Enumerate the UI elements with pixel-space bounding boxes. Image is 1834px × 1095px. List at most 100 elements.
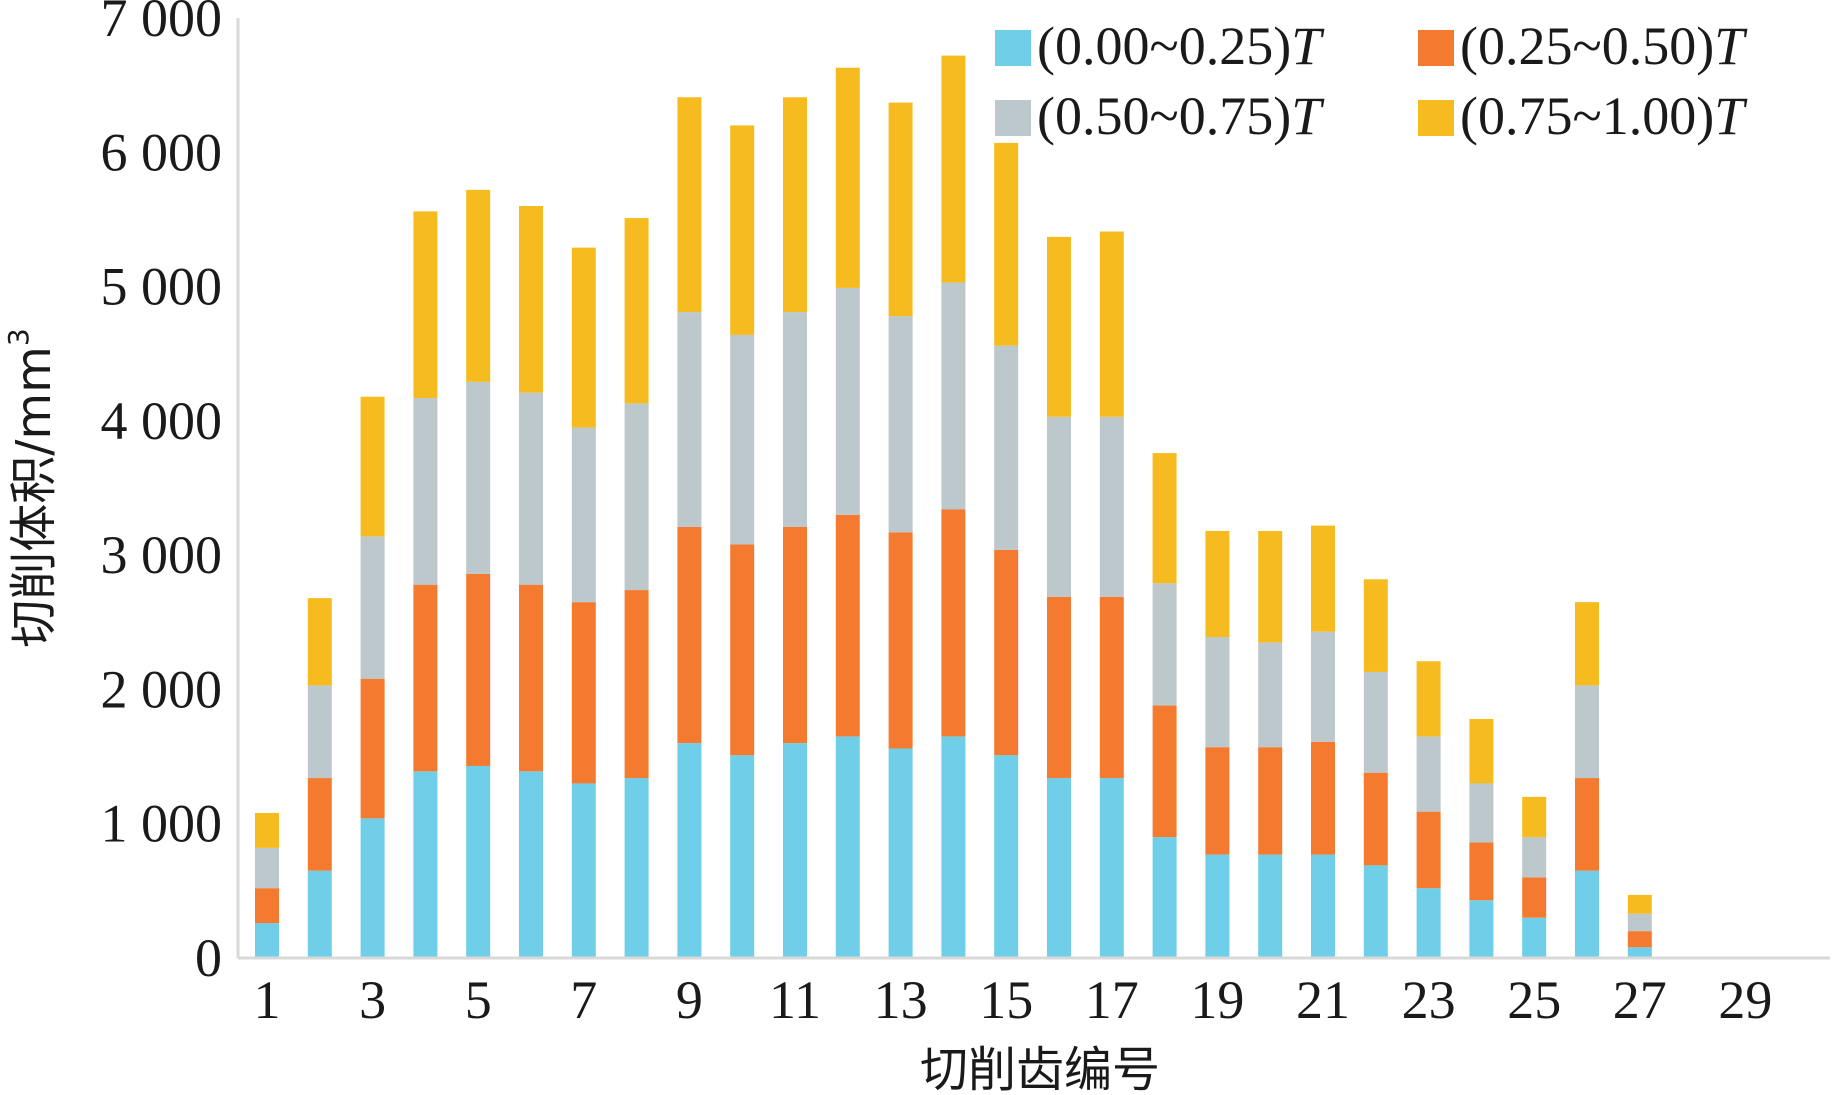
bar-segment-tooth-7-series-4 — [571, 247, 596, 428]
legend-range: (0.25~0.50) — [1460, 16, 1714, 76]
bar-segment-tooth-6-series-3 — [519, 392, 543, 585]
bar-segment-tooth-27-series-4 — [1627, 894, 1652, 914]
x-tick-label: 29 — [1718, 970, 1772, 1030]
bar-segment-tooth-14-series-3 — [941, 282, 966, 510]
bar-segment-tooth-9-series-2 — [677, 526, 702, 744]
bar-segment-tooth-4-series-1 — [413, 771, 438, 958]
legend-range: (0.50~0.75) — [1037, 86, 1291, 146]
bar-segment-tooth-25-series-4 — [1522, 796, 1547, 838]
bar-segment-tooth-22-series-2 — [1363, 772, 1388, 866]
bar-segment-tooth-11-series-3 — [783, 312, 807, 527]
bar-segment-tooth-7-series-2 — [571, 602, 596, 784]
bar-segment-tooth-16-series-4 — [1047, 236, 1071, 417]
bars-layer — [255, 55, 1758, 958]
bar-segment-tooth-21-series-3 — [1311, 631, 1335, 742]
bar-segment-tooth-20-series-4 — [1258, 530, 1283, 643]
bar-segment-tooth-6-series-4 — [519, 206, 543, 393]
bar-segment-tooth-18-series-1 — [1152, 837, 1177, 958]
bar-segment-tooth-17-series-3 — [1099, 416, 1124, 597]
bar-segment-tooth-1-series-3 — [255, 847, 279, 889]
legend-swatch — [1418, 30, 1454, 66]
bar-segment-tooth-26-series-2 — [1575, 778, 1599, 871]
legend-label: (0.50~0.75)T — [1037, 86, 1325, 146]
bar-segment-tooth-18-series-3 — [1152, 583, 1177, 706]
bar-segment-tooth-20-series-1 — [1258, 854, 1283, 958]
bar-segment-tooth-14-series-1 — [941, 736, 966, 958]
x-tick-label: 15 — [979, 970, 1033, 1030]
bar-segment-tooth-5-series-4 — [466, 189, 491, 382]
legend-range: (0.75~1.00) — [1460, 86, 1714, 146]
bar-segment-tooth-6-series-2 — [519, 584, 543, 772]
bar-segment-tooth-19-series-4 — [1205, 530, 1230, 638]
bar-segment-tooth-18-series-2 — [1152, 705, 1177, 838]
legend-item-3: (0.50~0.75)T — [995, 86, 1325, 146]
bar-segment-tooth-23-series-4 — [1416, 661, 1441, 737]
bar-segment-tooth-5-series-3 — [466, 381, 491, 574]
bar-segment-tooth-15-series-1 — [994, 755, 1019, 958]
x-tick-label: 25 — [1507, 970, 1561, 1030]
x-tick-label: 1 — [254, 970, 281, 1030]
bar-segment-tooth-21-series-1 — [1311, 854, 1335, 958]
bar-segment-tooth-21-series-2 — [1311, 741, 1335, 855]
bar-segment-tooth-2-series-1 — [307, 870, 332, 958]
bar-segment-tooth-3-series-2 — [360, 678, 385, 819]
bar-segment-tooth-3-series-1 — [360, 818, 385, 958]
bar-segment-tooth-25-series-1 — [1522, 917, 1547, 958]
bar-segment-tooth-3-series-3 — [360, 536, 385, 679]
bar-segment-tooth-14-series-2 — [941, 509, 966, 737]
bar-segment-tooth-13-series-4 — [888, 102, 913, 317]
bar-segment-tooth-8-series-3 — [624, 403, 649, 591]
bar-segment-tooth-22-series-1 — [1363, 865, 1388, 958]
bar-segment-tooth-25-series-3 — [1522, 837, 1547, 878]
y-tick-label: 3 000 — [101, 525, 223, 585]
legend-swatch — [1418, 100, 1454, 136]
bar-segment-tooth-24-series-2 — [1469, 842, 1494, 901]
bar-segment-tooth-2-series-3 — [307, 685, 332, 779]
bar-segment-tooth-17-series-2 — [1099, 596, 1124, 779]
bar-segment-tooth-22-series-4 — [1363, 579, 1388, 672]
bar-segment-tooth-27-series-1 — [1627, 947, 1652, 958]
y-tick-label: 2 000 — [101, 659, 223, 719]
bar-segment-tooth-19-series-2 — [1205, 747, 1230, 855]
legend-unit: T — [1714, 86, 1748, 146]
bar-segment-tooth-9-series-3 — [677, 312, 702, 527]
y-tick-label: 1 000 — [101, 794, 223, 854]
y-tick-label: 0 — [195, 928, 222, 988]
legend-label: (0.75~1.00)T — [1460, 86, 1748, 146]
bar-segment-tooth-10-series-1 — [730, 755, 755, 958]
x-tick-label: 9 — [676, 970, 703, 1030]
bar-segment-tooth-8-series-4 — [624, 218, 649, 404]
bar-segment-tooth-3-series-4 — [360, 396, 385, 537]
legend-unit: T — [1291, 86, 1325, 146]
bar-segment-tooth-23-series-2 — [1416, 811, 1441, 889]
bar-segment-tooth-14-series-4 — [941, 55, 966, 283]
bar-segment-tooth-4-series-4 — [413, 211, 438, 399]
bar-segment-tooth-15-series-3 — [994, 345, 1019, 550]
bar-segment-tooth-10-series-3 — [730, 334, 755, 545]
bar-segment-tooth-11-series-2 — [783, 526, 807, 744]
bar-segment-tooth-26-series-3 — [1575, 685, 1599, 779]
bar-segment-tooth-21-series-4 — [1311, 525, 1335, 632]
legend-item-4: (0.75~1.00)T — [1418, 86, 1748, 146]
bar-segment-tooth-17-series-1 — [1099, 778, 1124, 958]
x-tick-label: 23 — [1402, 970, 1456, 1030]
bar-segment-tooth-1-series-4 — [255, 812, 279, 848]
x-tick-label: 19 — [1190, 970, 1244, 1030]
bar-segment-tooth-26-series-4 — [1575, 602, 1599, 686]
y-axis-title-text: 切削体积/mm — [6, 346, 62, 648]
legend: (0.00~0.25)T (0.25~0.50)T(0.50~0.75)T (0.7… — [995, 16, 1748, 146]
x-tick-label: 7 — [570, 970, 597, 1030]
bar-segment-tooth-15-series-2 — [994, 549, 1019, 756]
bar-segment-tooth-5-series-1 — [466, 765, 491, 958]
legend-label: (0.00~0.25)T — [1037, 16, 1325, 76]
bar-segment-tooth-25-series-2 — [1522, 877, 1547, 918]
x-tick-label: 13 — [874, 970, 928, 1030]
bar-segment-tooth-13-series-2 — [888, 532, 913, 749]
legend-label: (0.25~0.50)T — [1460, 16, 1748, 76]
bar-segment-tooth-22-series-3 — [1363, 671, 1388, 773]
bar-segment-tooth-9-series-4 — [677, 97, 702, 313]
bar-segment-tooth-16-series-3 — [1047, 416, 1071, 597]
bar-segment-tooth-24-series-4 — [1469, 718, 1494, 784]
bar-segment-tooth-20-series-3 — [1258, 642, 1283, 748]
bar-segment-tooth-16-series-2 — [1047, 596, 1071, 779]
